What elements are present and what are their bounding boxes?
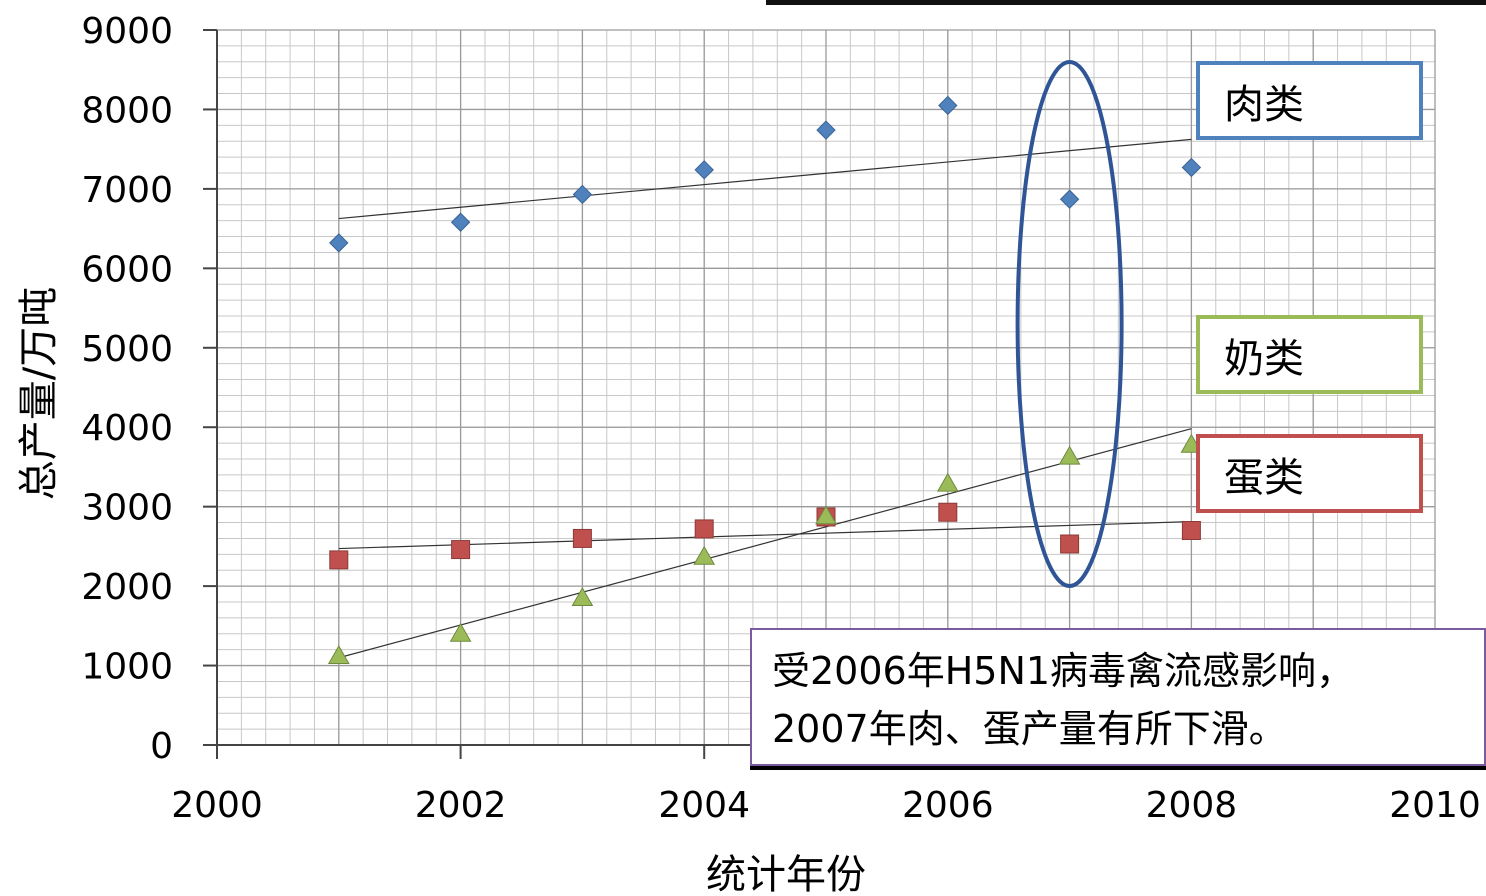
x-tick-label: 2002 [415,785,507,826]
data-point-square [694,519,714,539]
data-point-square [938,502,958,522]
data-point-square [451,540,471,560]
data-point-square [572,528,592,548]
data-point-square [1060,534,1080,554]
data-point-triangle [327,645,350,665]
annotation-line-2: 2007年肉、蛋产量有所下滑。 [772,707,1287,751]
legend-egg-label: 蛋类 [1224,454,1304,501]
y-tick-label: 2000 [81,567,173,608]
annotation-line-1: 受2006年H5N1病毒禽流感影响， [772,649,1355,693]
trendline-series-0 [338,138,1192,220]
data-point-diamond [572,184,593,205]
x-tick-label: 2000 [171,785,263,826]
data-point-triangle [1058,445,1081,465]
x-tick-label: 2004 [658,785,750,826]
data-point-triangle [936,472,959,492]
x-axis-title: 统计年份 [706,852,866,896]
y-tick-label: 8000 [81,90,173,131]
y-axis-title: 总产量/万吨 [16,287,62,500]
data-point-triangle [815,505,837,525]
data-point-square [329,550,349,570]
y-tick-label: 5000 [81,329,173,370]
legend-meat-label: 肉类 [1224,81,1304,128]
data-point-diamond [1059,189,1080,209]
legend-milk-label: 奶类 [1224,335,1304,382]
x-tick-label: 2006 [902,785,994,826]
legend-meat: 肉类 [1196,61,1423,140]
data-point-diamond [1181,157,1202,178]
data-point-diamond [694,160,714,180]
data-point-diamond [329,233,349,253]
legend-milk: 奶类 [1196,315,1423,394]
data-point-triangle [449,622,472,642]
data-point-diamond [450,212,471,232]
x-tick-label: 2008 [1146,785,1238,826]
annotation-box: 受2006年H5N1病毒禽流感影响， 2007年肉、蛋产量有所下滑。 [750,628,1486,766]
legend-egg: 蛋类 [1196,434,1423,513]
y-tick-label: 4000 [81,408,173,449]
x-tick-label: 2010 [1389,785,1481,826]
y-tick-label: 1000 [81,647,173,688]
trendlines [338,138,1192,659]
data-point-triangle [693,545,716,565]
data-point-square [1181,521,1201,540]
data-point-diamond [938,95,958,116]
trendline-series-2 [338,428,1192,659]
y-tick-label: 0 [150,726,173,767]
y-tick-label: 7000 [81,170,173,211]
top-border-bar [766,0,1486,5]
data-markers [327,95,1203,665]
data-point-diamond [816,120,836,140]
tick-labels: 0 1000 2000 3000 4000 5000 6000 7000 8000 9000 200… [81,11,1480,826]
y-tick-label: 9000 [81,11,173,52]
highlight-ellipse-2007 [1015,59,1124,588]
data-point-triangle [571,587,594,607]
y-tick-label: 3000 [81,488,173,529]
y-tick-label: 6000 [81,249,173,290]
trendline-series-1 [338,520,1192,550]
